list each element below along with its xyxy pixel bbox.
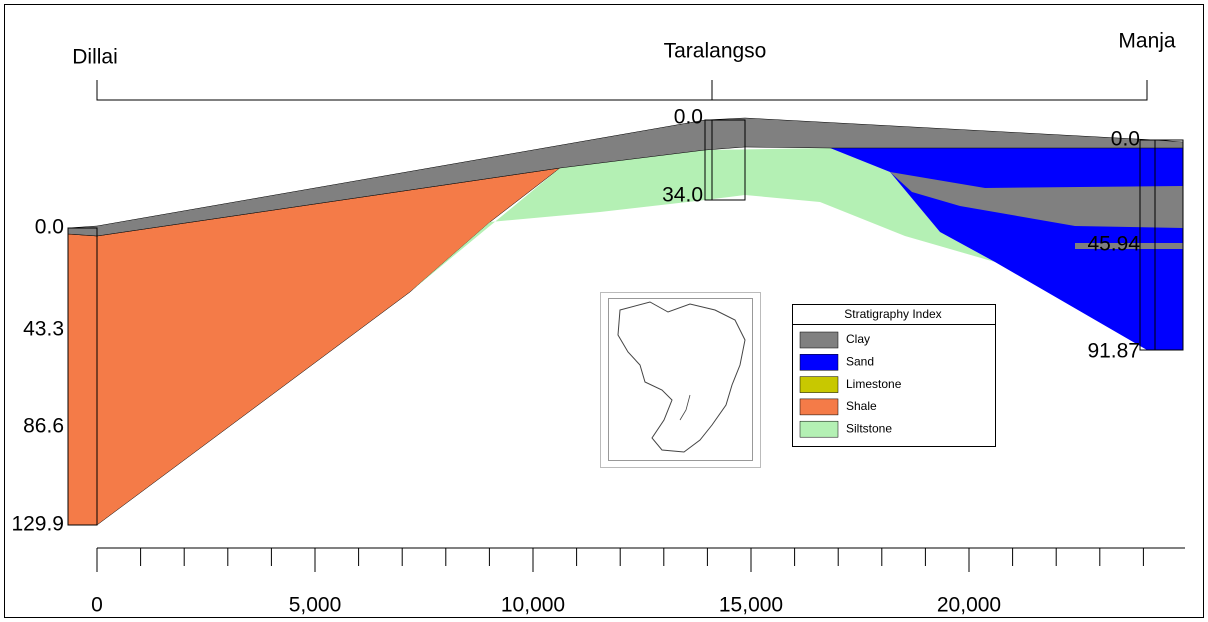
depth-label: 34.0 (662, 184, 703, 207)
legend-swatch (800, 399, 838, 415)
legend-swatch (800, 332, 838, 348)
depth-label: 129.9 (11, 513, 64, 536)
legend-swatch (800, 354, 838, 370)
page: Dillai Taralangso Manja 0.0 43.3 86.6 12… (0, 0, 1208, 622)
legend-swatch (800, 377, 838, 393)
legend-label: Sand (846, 354, 874, 368)
x-tick-label: 20,000 (937, 594, 1001, 617)
inset-map (601, 293, 761, 468)
cross-section: Dillai Taralangso Manja 0.0 43.3 86.6 12… (0, 0, 1208, 622)
depth-label: 45.94 (1087, 233, 1140, 256)
depth-label: 43.3 (23, 318, 64, 341)
x-tick-label: 0 (91, 594, 103, 617)
depth-label: 0.0 (674, 106, 703, 129)
legend-swatch (800, 421, 838, 437)
x-tick-label: 5,000 (289, 594, 342, 617)
legend-label: Limestone (846, 377, 902, 391)
well-name: Taralangso (664, 40, 767, 63)
legend: Stratigraphy Index Clay Sand Limestone Shal… (792, 305, 996, 447)
legend-title: Stratigraphy Index (844, 307, 941, 321)
depth-label: 86.6 (23, 415, 64, 438)
depth-label: 0.0 (1111, 128, 1140, 151)
well-name: Manja (1118, 30, 1176, 53)
legend-label: Siltstone (846, 421, 892, 435)
x-tick-label: 10,000 (501, 594, 565, 617)
legend-label: Clay (846, 332, 870, 346)
depth-label: 91.87 (1087, 340, 1140, 363)
legend-label: Shale (846, 399, 877, 413)
well-name: Dillai (72, 46, 118, 69)
depth-label: 0.0 (35, 216, 64, 239)
x-tick-label: 15,000 (719, 594, 783, 617)
